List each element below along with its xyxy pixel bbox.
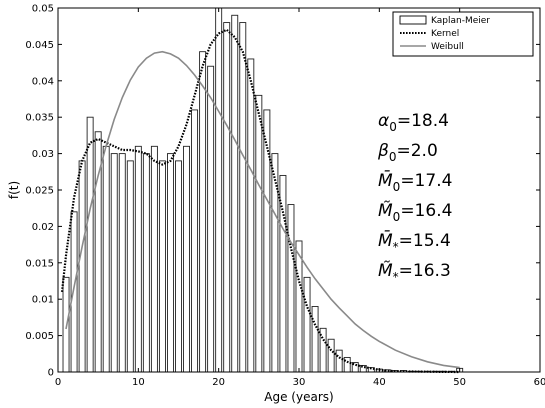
histogram-bar (247, 58, 255, 373)
y-tick-label: 0.05 (32, 4, 54, 15)
x-tick-label: 20 (212, 377, 225, 388)
histogram-bar (311, 306, 319, 373)
parameter-annotation: M̄*=15.4 (378, 229, 451, 254)
y-tick-label: 0 (48, 368, 54, 379)
histogram-bar (86, 116, 94, 373)
parameter-annotation: α0=18.4 (378, 111, 449, 134)
y-tick-label: 0.005 (25, 331, 54, 342)
legend-label: Weibull (431, 42, 464, 52)
histogram-bar (327, 338, 335, 373)
histogram-bar (263, 109, 271, 373)
histogram-bar (110, 153, 118, 373)
histogram-bar (78, 160, 86, 373)
histogram-bar (231, 14, 239, 373)
histogram-bar (102, 145, 110, 373)
kernel-line (60, 28, 460, 374)
x-axis-label: Age (years) (264, 390, 333, 404)
histogram-bar (199, 51, 207, 373)
x-tick-label: 0 (55, 377, 61, 388)
x-tick-label: 10 (132, 377, 145, 388)
parameter-annotation: β0=2.0 (377, 141, 438, 164)
weibull-line (65, 50, 460, 369)
parameter-annotations: α0=18.4 β0=2.0 M̄0=17.4 M̃0=16.4 M̄*=15.4 M̃*… (377, 111, 452, 284)
y-tick-label: 0.015 (25, 258, 54, 269)
histogram-bar (191, 109, 199, 373)
y-tick-label: 0.04 (32, 76, 54, 87)
legend: Kaplan-Meier Kernel Weibull (392, 11, 534, 57)
histogram-bars (62, 7, 464, 373)
histogram-bar (287, 204, 295, 373)
histogram-bar (134, 145, 142, 373)
histogram-bar (166, 153, 174, 373)
histogram-bar (207, 65, 215, 373)
x-tick-label: 30 (293, 377, 306, 388)
parameter-annotation: M̄0=17.4 (378, 169, 452, 194)
density-lines (60, 28, 460, 374)
x-tick-label: 60 (534, 377, 545, 388)
histogram-bar (142, 153, 150, 373)
histogram-bar (118, 153, 126, 373)
histogram-bar (70, 211, 78, 373)
y-tick-label: 0.045 (25, 40, 54, 51)
legend-label: Kaplan-Meier (431, 16, 490, 26)
histogram-bar (255, 94, 263, 373)
parameter-annotation: M̃0=16.4 (378, 200, 452, 224)
histogram-bar (183, 145, 190, 373)
y-tick-label: 0.02 (32, 222, 54, 233)
histogram-bar (150, 145, 158, 373)
y-tick-label: 0.01 (32, 295, 54, 306)
y-axis-label: f(t) (7, 181, 21, 199)
histogram-bar (295, 240, 303, 373)
histogram-bar (335, 349, 343, 373)
legend-label: Kernel (431, 29, 459, 39)
histogram-bar (215, 7, 223, 373)
histogram-bar (239, 22, 247, 373)
histogram-bar (279, 174, 287, 373)
y-tick-label: 0.03 (32, 149, 54, 160)
histogram-bar (303, 276, 311, 373)
histogram-bar (126, 160, 134, 373)
x-tick-label: 50 (453, 377, 466, 388)
x-tick-label: 40 (373, 377, 386, 388)
y-tick-label: 0.025 (25, 186, 54, 197)
histogram-bar (175, 160, 182, 373)
y-tick-label: 0.035 (25, 113, 54, 124)
axis-ticks: 0 10 20 30 40 50 60 0 0.005 0.01 0.015 0.02 0.025 0.0… (25, 4, 545, 389)
parameter-annotation: M̃*=16.3 (378, 260, 451, 284)
legend-swatch (399, 15, 427, 25)
histogram-bar (158, 160, 166, 373)
histogram-bar (223, 22, 231, 373)
